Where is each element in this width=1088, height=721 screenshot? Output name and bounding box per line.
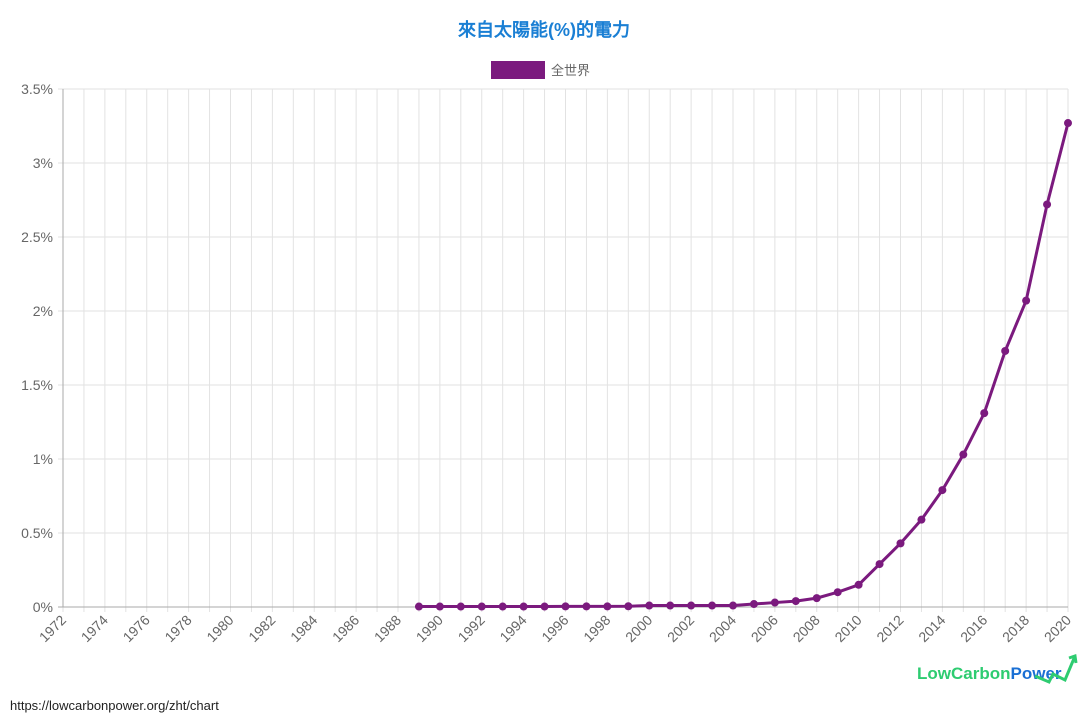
data-point	[833, 588, 842, 597]
x-tick-label: 2018	[999, 612, 1032, 645]
data-point	[708, 601, 717, 610]
x-tick-label: 1978	[161, 612, 194, 645]
y-tick-label: 2%	[33, 303, 53, 319]
data-point	[980, 409, 989, 418]
x-tick-label: 1976	[120, 612, 153, 645]
x-tick-label: 1992	[455, 612, 488, 645]
data-point	[1022, 296, 1031, 305]
y-tick-label: 1%	[33, 451, 53, 467]
x-tick-label: 1972	[36, 612, 69, 645]
data-point	[645, 601, 654, 610]
data-point	[1064, 119, 1072, 128]
data-point	[456, 602, 465, 611]
data-point	[414, 602, 423, 611]
data-point	[729, 601, 737, 610]
x-tick-label: 2012	[873, 612, 906, 645]
x-tick-label: 1986	[329, 612, 362, 645]
data-point	[770, 598, 779, 607]
data-point	[561, 602, 570, 611]
data-point	[687, 601, 696, 610]
data-point	[1043, 200, 1052, 209]
x-tick-label: 1994	[496, 612, 529, 645]
data-point	[875, 560, 884, 569]
legend-item[interactable]: 全世界	[491, 60, 590, 79]
x-tick-label: 1996	[538, 612, 571, 645]
y-tick-label: 3%	[33, 155, 53, 171]
source-url: https://lowcarbonpower.org/zht/chart	[10, 698, 219, 713]
data-point	[603, 602, 612, 611]
x-tick-label: 2020	[1041, 612, 1074, 645]
x-tick-label: 2000	[622, 612, 655, 645]
x-tick-label: 2016	[957, 612, 990, 645]
data-point	[624, 602, 633, 611]
y-tick-label: 3.5%	[21, 81, 53, 97]
data-point	[666, 601, 675, 610]
x-tick-label: 2006	[748, 612, 781, 645]
x-tick-label: 1984	[287, 612, 320, 645]
data-point	[540, 602, 549, 611]
legend-label: 全世界	[551, 63, 591, 78]
x-tick-label: 2010	[831, 612, 864, 645]
x-tick-label: 1990	[413, 612, 446, 645]
x-tick-label: 1980	[203, 612, 236, 645]
chart-title: 來自太陽能(%)的電力	[458, 20, 630, 40]
x-tick-label: 2004	[706, 612, 739, 645]
legend-swatch	[491, 60, 545, 79]
y-tick-label: 0%	[33, 599, 53, 615]
data-point	[477, 602, 486, 611]
data-point	[896, 539, 905, 548]
data-point	[749, 600, 758, 609]
x-tick-label: 1982	[245, 612, 278, 645]
x-tick-label: 2008	[790, 612, 823, 645]
x-tick-label: 1998	[580, 612, 613, 645]
data-point	[435, 602, 444, 611]
y-tick-label: 1.5%	[21, 377, 53, 393]
data-point	[519, 602, 528, 611]
data-point	[498, 602, 507, 611]
logo-arrow-icon	[1034, 654, 1078, 684]
y-tick-label: 2.5%	[21, 229, 53, 245]
data-point	[917, 515, 926, 524]
data-point	[854, 580, 863, 589]
x-tick-label: 2002	[664, 612, 697, 645]
series-line	[418, 122, 1070, 609]
data-point	[791, 597, 800, 606]
x-tick-label: 1974	[78, 612, 111, 645]
logo: LowCarbonPower	[917, 654, 1078, 684]
data-point	[1001, 346, 1010, 355]
data-point	[959, 450, 968, 459]
x-tick-label: 2014	[915, 612, 948, 645]
x-tick-label: 1988	[371, 612, 404, 645]
data-point	[582, 602, 591, 611]
data-point	[938, 486, 947, 495]
y-tick-label: 0.5%	[21, 525, 53, 541]
data-point	[812, 594, 821, 603]
